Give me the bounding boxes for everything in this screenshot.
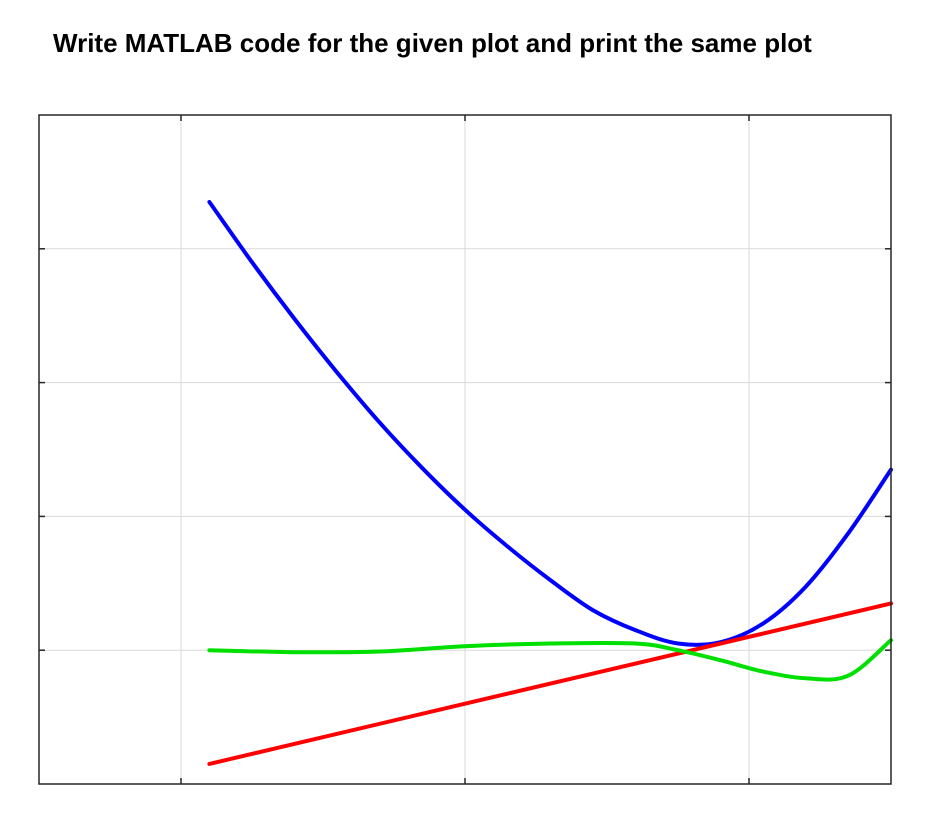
series-layer bbox=[207, 200, 893, 766]
series-line-1 bbox=[207, 200, 893, 647]
series-line-3 bbox=[207, 638, 893, 682]
axes-frame bbox=[38, 114, 892, 785]
grid bbox=[39, 115, 891, 784]
page-heading: Write MATLAB code for the given plot and… bbox=[53, 28, 812, 58]
series-line-2 bbox=[207, 601, 893, 766]
